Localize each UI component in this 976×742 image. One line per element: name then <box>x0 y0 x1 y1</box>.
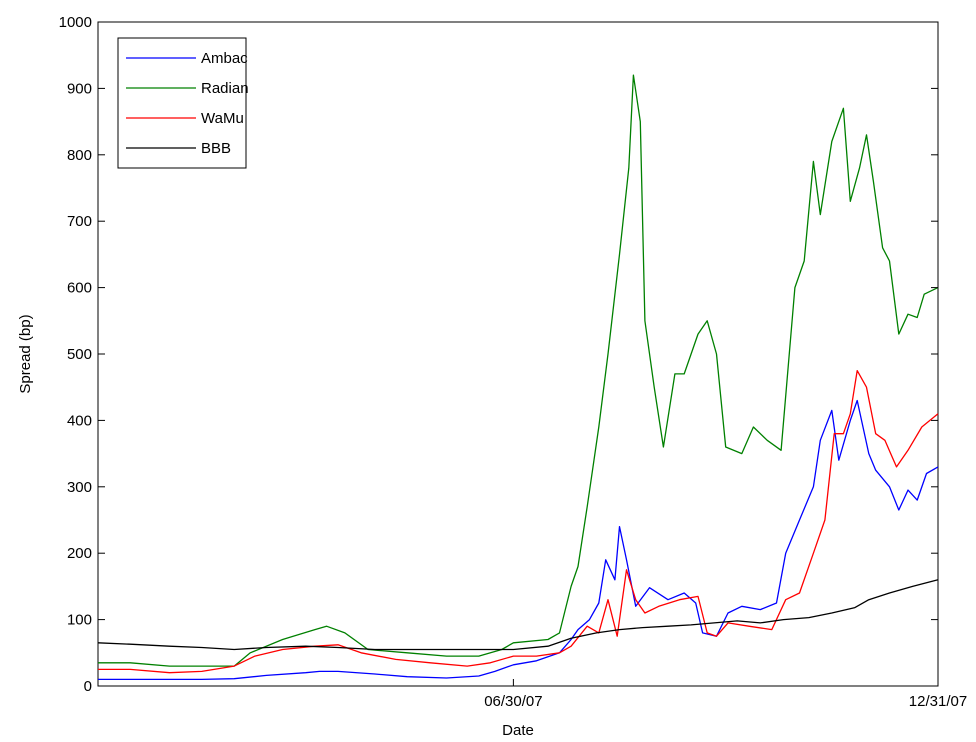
x-tick-label: 06/30/07 <box>484 693 542 710</box>
y-tick-label: 200 <box>67 545 92 562</box>
legend-label-wamu: WaMu <box>201 110 244 127</box>
y-tick-label: 1000 <box>59 14 92 31</box>
series-line-radian <box>98 74 939 667</box>
y-axis-label: Spread (bp) <box>17 314 34 393</box>
legend-label-radian: Radian <box>201 80 249 97</box>
y-tick-label: 400 <box>67 412 92 429</box>
legend-box <box>117 37 247 169</box>
series-line-bbb <box>97 579 939 651</box>
y-axis-ticks: 0 100 200 300 400 500 600 700 800 900 1000 <box>59 14 938 695</box>
y-tick-label: 100 <box>67 612 92 629</box>
y-tick-label: 600 <box>67 280 92 297</box>
series-layer <box>97 74 939 681</box>
x-tick-label: 12/31/07 <box>909 693 967 710</box>
y-tick-label: 500 <box>67 346 92 363</box>
series-line-wamu <box>98 369 939 674</box>
y-tick-label: 800 <box>67 147 92 164</box>
legend-items: Ambac Radian WaMu BBB <box>126 50 249 157</box>
y-tick-label: 0 <box>84 678 92 695</box>
series-line-ambac <box>98 399 939 681</box>
x-axis-label: Date <box>502 722 534 739</box>
legend: Ambac Radian WaMu BBB <box>117 37 249 169</box>
y-tick-label: 700 <box>67 213 92 230</box>
y-tick-label: 900 <box>67 80 92 97</box>
legend-label-ambac: Ambac <box>201 50 248 67</box>
legend-label-bbb: BBB <box>201 140 231 157</box>
y-tick-label: 300 <box>67 479 92 496</box>
x-axis-ticks: 06/30/07 12/31/07 <box>484 679 967 710</box>
